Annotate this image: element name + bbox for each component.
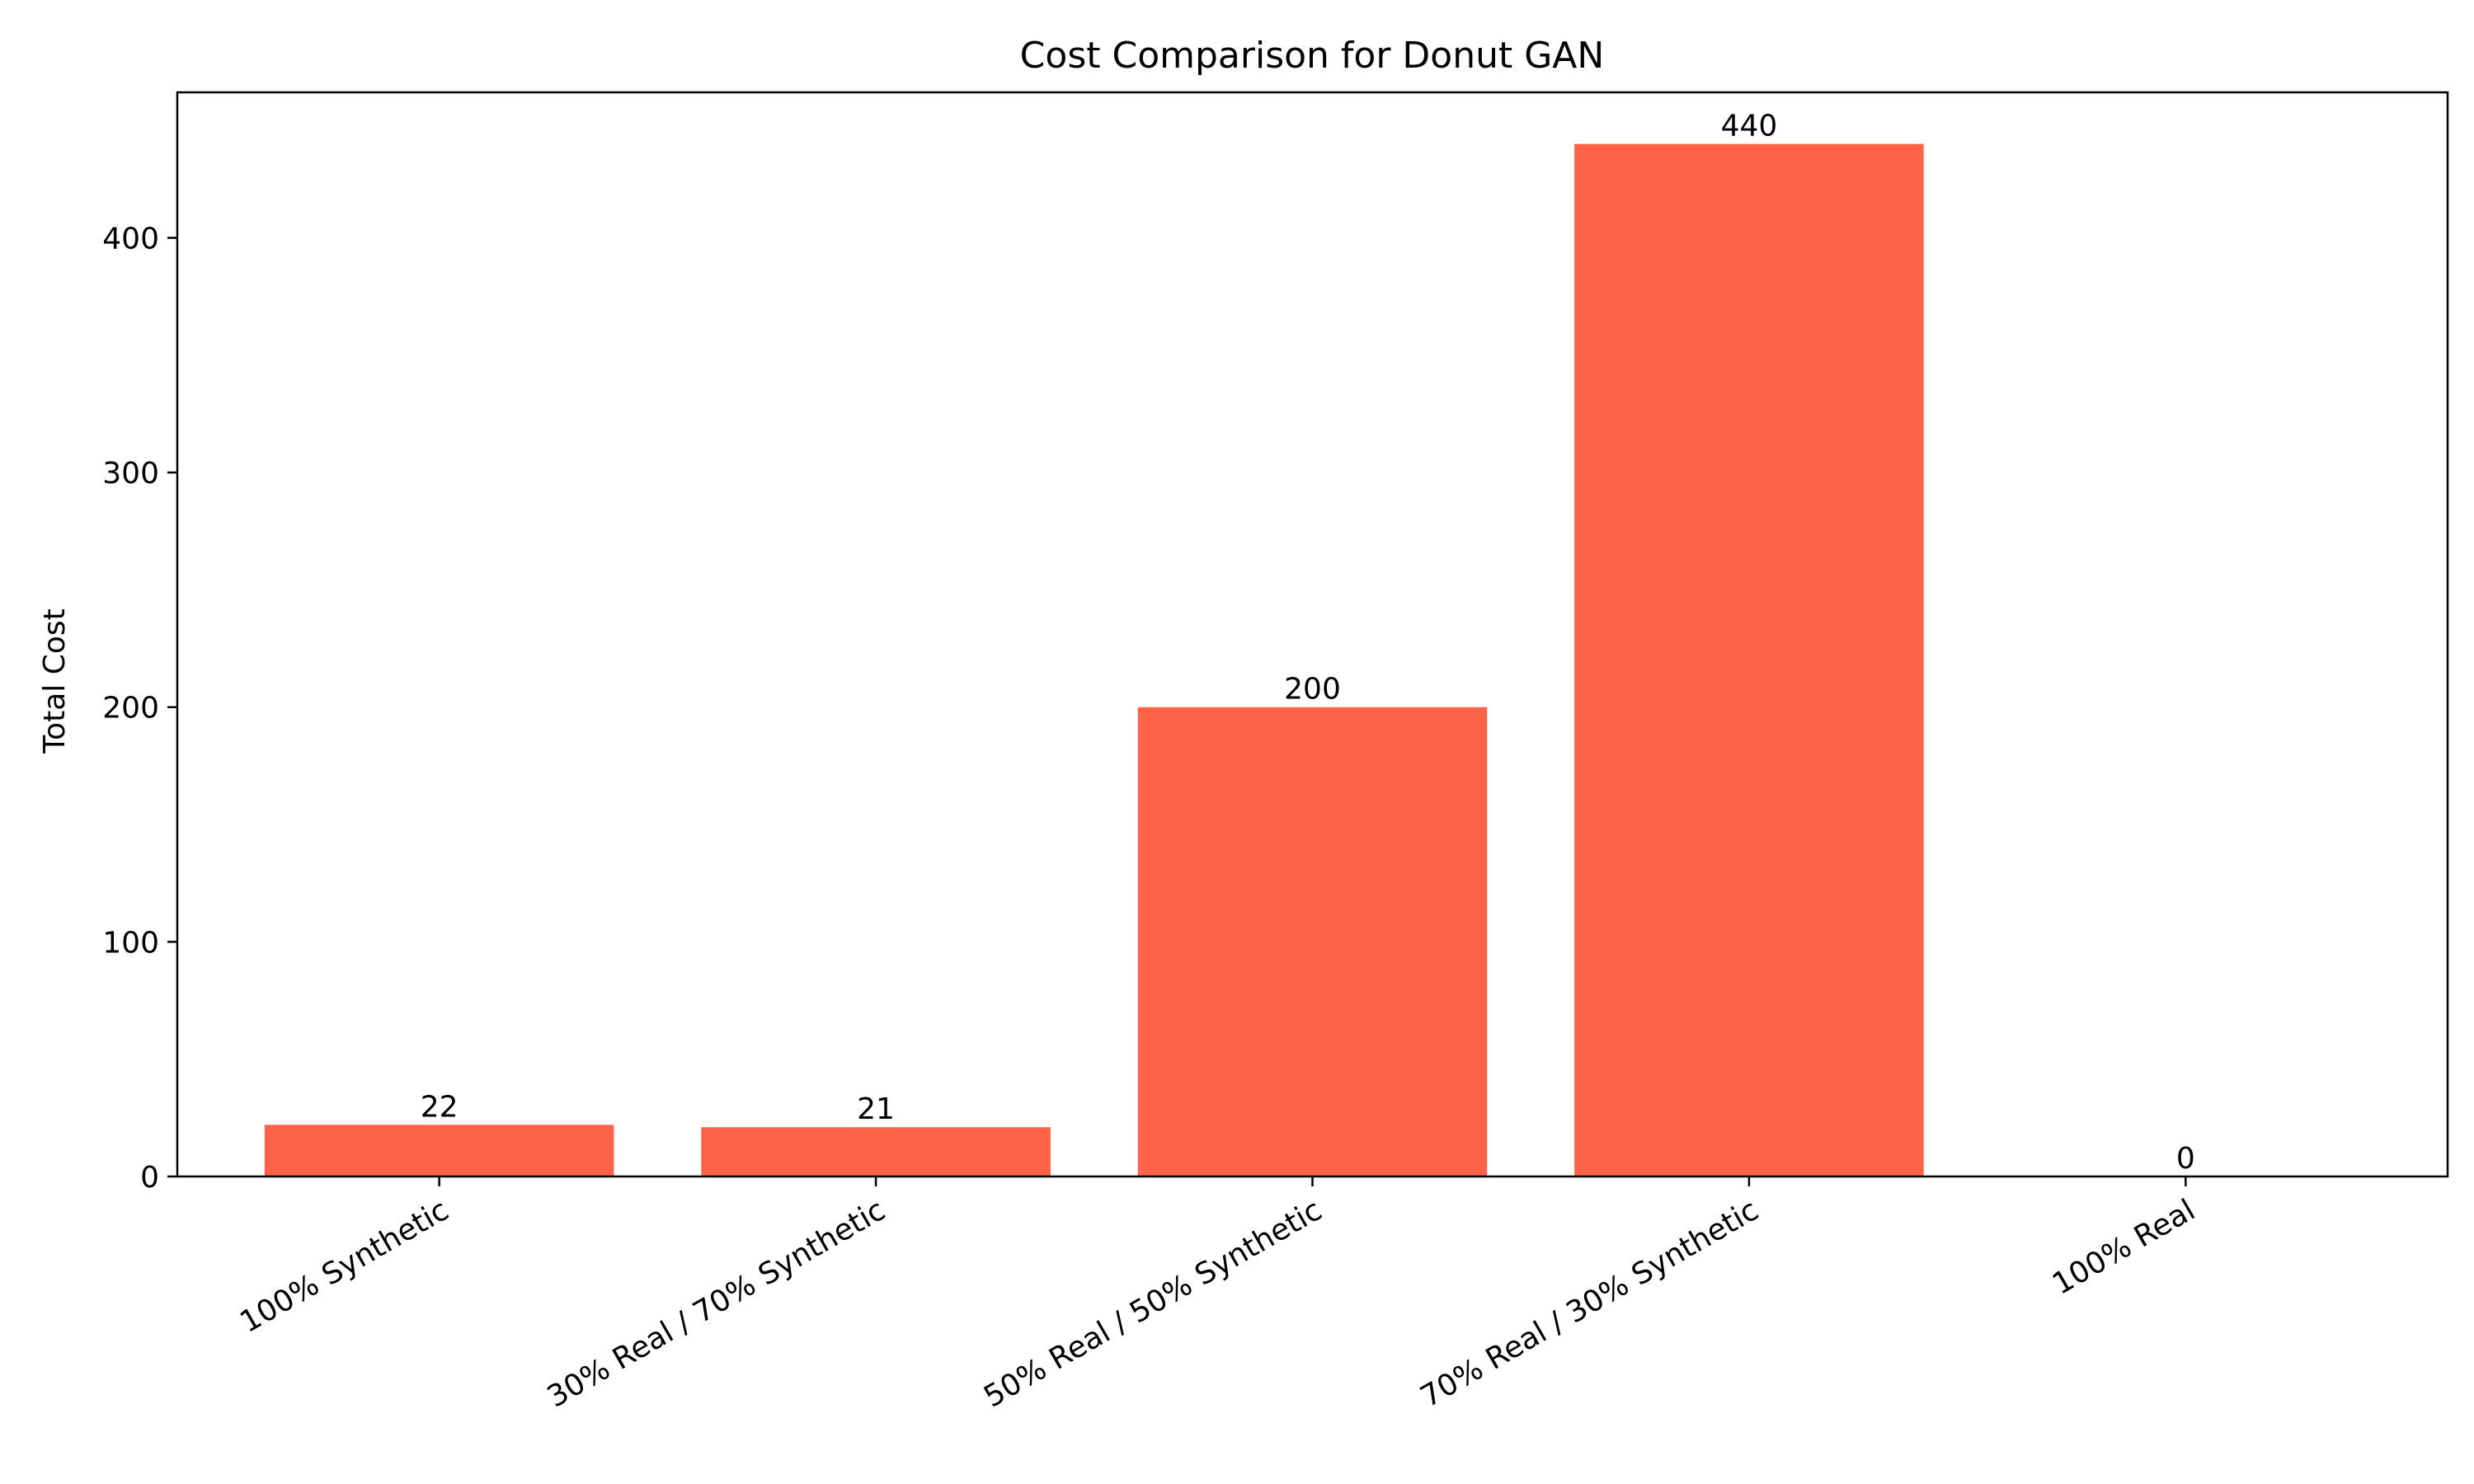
bar-1 (701, 1127, 1051, 1176)
x-axis-ticks: 100% Synthetic 30% Real / 70% Synthetic 50… (234, 1176, 2201, 1415)
bar-value-label-3: 440 (1721, 110, 1778, 143)
y-axis-ticks: 0 100 200 300 400 (102, 222, 177, 1195)
chart-title: Cost Comparison for Donut GAN (1020, 35, 1605, 77)
plot-frame (176, 91, 2449, 1178)
bar-0 (264, 1125, 614, 1176)
bar-value-label-4: 0 (2176, 1142, 2195, 1176)
x-tick-label-1: 30% Real / 70% Synthetic (542, 1193, 891, 1414)
x-tick-label-4: 100% Real (2047, 1193, 2201, 1301)
y-tick-label-0: 0 (140, 1161, 159, 1195)
y-axis-label: Total Cost (38, 608, 72, 754)
bar-3 (1574, 143, 1924, 1177)
x-tick-label-3: 70% Real / 30% Synthetic (1415, 1193, 1765, 1414)
bars-group (264, 143, 1924, 1177)
y-tick-label-4: 400 (102, 222, 159, 256)
bar-value-label-1: 21 (857, 1092, 895, 1126)
bar-labels-group: 22 21 200 440 0 (421, 110, 2195, 1176)
y-tick-label-3: 300 (102, 457, 159, 491)
x-tick-label-0: 100% Synthetic (234, 1193, 454, 1340)
bar-value-label-2: 200 (1284, 673, 1341, 707)
y-tick-label-1: 100 (102, 926, 159, 960)
x-tick-label-2: 50% Real / 50% Synthetic (978, 1193, 1328, 1414)
bar-2 (1137, 707, 1488, 1176)
y-tick-label-2: 200 (102, 692, 159, 726)
bar-value-label-0: 22 (421, 1090, 459, 1124)
